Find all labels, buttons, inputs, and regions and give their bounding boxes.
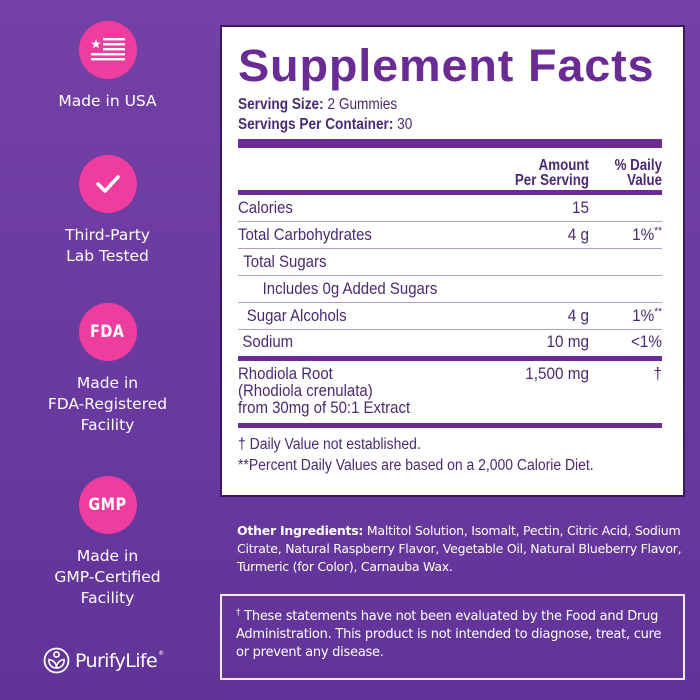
purifylife-leaf-icon xyxy=(43,647,70,674)
checkmark-icon xyxy=(78,155,137,213)
us-flag-icon xyxy=(78,21,137,79)
gmp-icon: GMP xyxy=(78,476,137,534)
fda-disclaimer-box: † These statements have not been evaluat… xyxy=(220,594,685,680)
panel-title: Supplement Facts xyxy=(238,40,655,91)
amount-header: Amount Per Serving xyxy=(514,157,589,189)
table-row: Calories 15 xyxy=(238,195,662,222)
active-ingredient-row: Rhodiola Root (Rhodiola crenulata) from … xyxy=(238,364,662,417)
active-ingredient-name: Rhodiola Root (Rhodiola crenulata) from … xyxy=(238,364,411,417)
badge-label: Third-Party Lab Tested xyxy=(65,226,150,265)
table-row: Includes 0g Added Sugars xyxy=(238,276,662,303)
table-row: Total Sugars xyxy=(238,249,662,276)
table-row: Total Carbohydrates 4 g 1%** xyxy=(238,222,662,249)
brand-name: PurifyLife® xyxy=(75,649,164,672)
serving-size: Serving Size: 2 Gummies xyxy=(238,96,398,113)
divider-thick xyxy=(238,139,662,148)
brand-logo: PurifyLife® xyxy=(43,647,164,674)
table-header: Amount Per Serving % Daily Value xyxy=(238,148,662,190)
other-ingredients: Other Ingredients: Maltitol Solution, Is… xyxy=(237,523,682,574)
table-row: Sugar Alcohols 4 g 1%** xyxy=(238,303,662,330)
divider-medium xyxy=(238,423,662,428)
footnotes: † Daily Value not established. **Percent… xyxy=(238,436,594,474)
divider-medium xyxy=(238,356,662,361)
badge-gmp-certified: GMP Made in GMP-Certified Facility xyxy=(0,476,215,609)
supplement-facts-panel: Supplement Facts Serving Size: 2 Gummies… xyxy=(220,25,685,497)
badge-label: Made in GMP-Certified Facility xyxy=(54,547,161,607)
badge-made-in-usa: Made in USA xyxy=(0,21,215,112)
divider-medium xyxy=(238,190,662,195)
fda-icon: FDA xyxy=(78,303,137,361)
badge-label: Made in FDA-Registered Facility xyxy=(47,374,168,434)
table-row: Sodium 10 mg <1% xyxy=(242,332,662,351)
trust-badges-sidebar: Made in USA Third-Party Lab Tested FDA M… xyxy=(0,0,215,700)
servings-per-container: Servings Per Container: 30 xyxy=(238,116,413,133)
badge-fda-registered: FDA Made in FDA-Registered Facility xyxy=(0,303,215,436)
badge-label: Made in USA xyxy=(58,92,157,110)
daily-value-header: % Daily Value xyxy=(614,157,662,189)
badge-third-party-tested: Third-Party Lab Tested xyxy=(0,155,215,267)
